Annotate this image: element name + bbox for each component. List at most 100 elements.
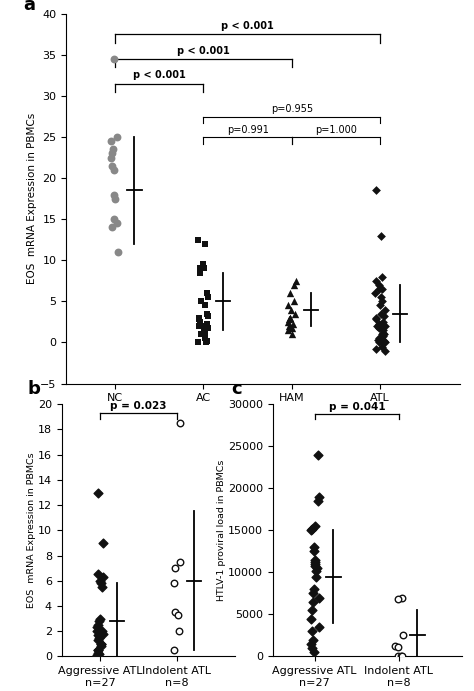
Point	[286, 321, 293, 332]
Point	[170, 578, 177, 589]
Point	[378, 283, 386, 294]
Point	[285, 314, 292, 325]
Point	[97, 638, 104, 650]
Point	[288, 304, 295, 315]
Point	[107, 135, 114, 146]
Point	[378, 341, 385, 352]
Y-axis label: EOS  mRNA Expression in PBMCs: EOS mRNA Expression in PBMCs	[27, 113, 37, 284]
Point	[372, 287, 379, 299]
Point	[382, 337, 389, 348]
Point	[108, 152, 115, 163]
Point	[315, 491, 322, 502]
Point	[377, 292, 384, 303]
Point	[311, 560, 319, 571]
Point	[109, 160, 116, 171]
Point	[372, 275, 380, 286]
Point	[376, 300, 384, 311]
Point	[379, 325, 387, 336]
Point	[204, 308, 211, 319]
Point	[202, 337, 210, 348]
Point	[399, 630, 406, 641]
Point	[170, 645, 177, 656]
Point	[381, 329, 388, 340]
Point	[394, 594, 401, 605]
Point	[310, 647, 318, 658]
Point	[375, 333, 383, 344]
Point	[109, 222, 116, 233]
Point	[96, 575, 104, 586]
Point	[397, 650, 405, 661]
Point	[373, 314, 380, 325]
Point	[291, 296, 298, 307]
Point	[398, 592, 406, 603]
Point	[309, 523, 316, 534]
Point	[113, 131, 121, 142]
Point	[174, 609, 182, 621]
Point	[205, 292, 212, 303]
Point	[378, 329, 385, 340]
Point	[110, 53, 118, 64]
Point	[288, 322, 295, 333]
Point	[201, 300, 209, 311]
Point	[290, 279, 298, 290]
Point	[93, 650, 101, 661]
Point	[381, 304, 389, 315]
Point	[292, 308, 299, 319]
Point	[199, 259, 206, 270]
Point	[310, 596, 317, 607]
Point	[194, 336, 202, 347]
Text: p=0.991: p=0.991	[227, 124, 269, 135]
Point	[378, 296, 386, 307]
Point	[373, 312, 380, 323]
Point	[95, 645, 102, 656]
Point	[198, 329, 205, 340]
Point	[313, 562, 321, 574]
Point	[96, 626, 103, 637]
Point	[286, 312, 294, 323]
Point	[373, 343, 380, 354]
Point	[94, 630, 102, 641]
Point	[292, 275, 300, 286]
Point	[94, 626, 101, 637]
Point	[309, 588, 317, 599]
Point	[310, 634, 317, 645]
Point	[111, 193, 119, 205]
Point	[175, 626, 182, 637]
Point	[94, 487, 102, 498]
Point	[199, 321, 206, 332]
Point	[311, 520, 319, 531]
Text: c: c	[231, 380, 241, 398]
Point	[376, 336, 383, 347]
Point	[113, 218, 120, 229]
Point	[200, 325, 208, 336]
Point	[308, 626, 315, 637]
Point	[394, 642, 401, 653]
Point	[307, 638, 315, 650]
Point	[309, 605, 316, 616]
Point	[204, 319, 211, 330]
Point	[284, 325, 292, 336]
Text: p = 0.023: p = 0.023	[110, 401, 167, 410]
Point	[108, 148, 116, 159]
Point	[379, 330, 387, 341]
Text: p=0.955: p=0.955	[271, 104, 313, 114]
Point	[176, 417, 184, 428]
Point	[93, 622, 100, 633]
Point	[95, 616, 102, 627]
Point	[203, 287, 210, 299]
Point	[311, 558, 319, 569]
Point	[95, 648, 102, 659]
Point	[284, 300, 292, 311]
Point	[378, 337, 386, 348]
Point	[204, 311, 211, 322]
Point	[375, 279, 383, 290]
Point	[381, 321, 389, 332]
Point	[171, 607, 179, 618]
Point	[310, 542, 318, 553]
Point	[286, 287, 294, 299]
Point	[97, 578, 105, 589]
Point	[98, 626, 106, 637]
Point	[394, 650, 402, 661]
Point	[307, 525, 314, 536]
Point	[373, 321, 381, 332]
